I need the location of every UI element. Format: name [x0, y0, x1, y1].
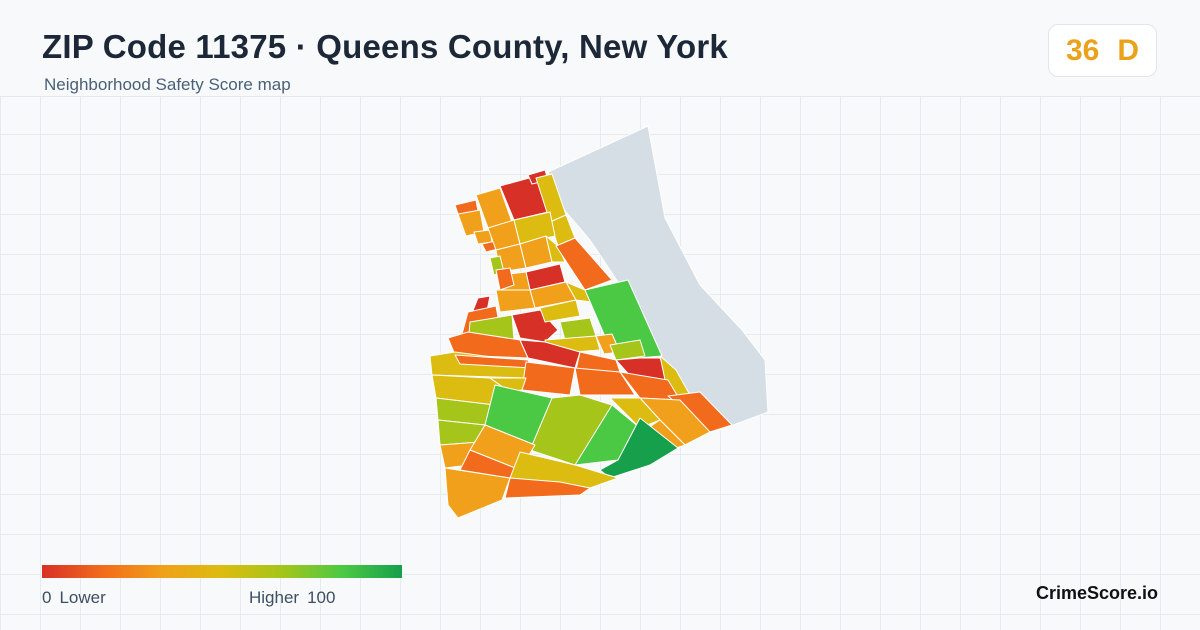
legend-low-label: 0 Lower: [42, 588, 106, 608]
water-area: [547, 125, 769, 431]
legend-high-label: Higher 100: [249, 588, 335, 608]
brand-name: CrimeScore.io: [1036, 583, 1159, 603]
safety-score-badge: 36 D: [1048, 24, 1157, 77]
legend-high-value: 100: [307, 588, 336, 607]
map-area[interactable]: [539, 299, 581, 323]
page-subtitle: Neighborhood Safety Score map: [44, 75, 291, 94]
map-area[interactable]: [504, 477, 591, 499]
map-area[interactable]: [521, 361, 576, 396]
map-area[interactable]: [609, 339, 646, 361]
map-area[interactable]: [519, 339, 581, 369]
map-area[interactable]: [495, 289, 536, 313]
score-value: 36: [1065, 33, 1100, 67]
score-grade: D: [1117, 33, 1140, 67]
legend-low-value: 0: [42, 588, 52, 607]
map-area[interactable]: [444, 467, 511, 519]
map-area[interactable]: [495, 267, 515, 291]
map-area[interactable]: [555, 237, 613, 291]
map-area[interactable]: [545, 235, 566, 263]
legend-high-text: Higher: [249, 588, 300, 607]
page-title: ZIP Code 11375 · Queens County, New York: [42, 28, 728, 65]
map-area[interactable]: [509, 451, 619, 489]
map-area[interactable]: [574, 367, 636, 396]
header-divider: [0, 96, 1200, 97]
legend-color-scale: [42, 565, 402, 578]
legend-low-text: Lower: [59, 588, 106, 607]
